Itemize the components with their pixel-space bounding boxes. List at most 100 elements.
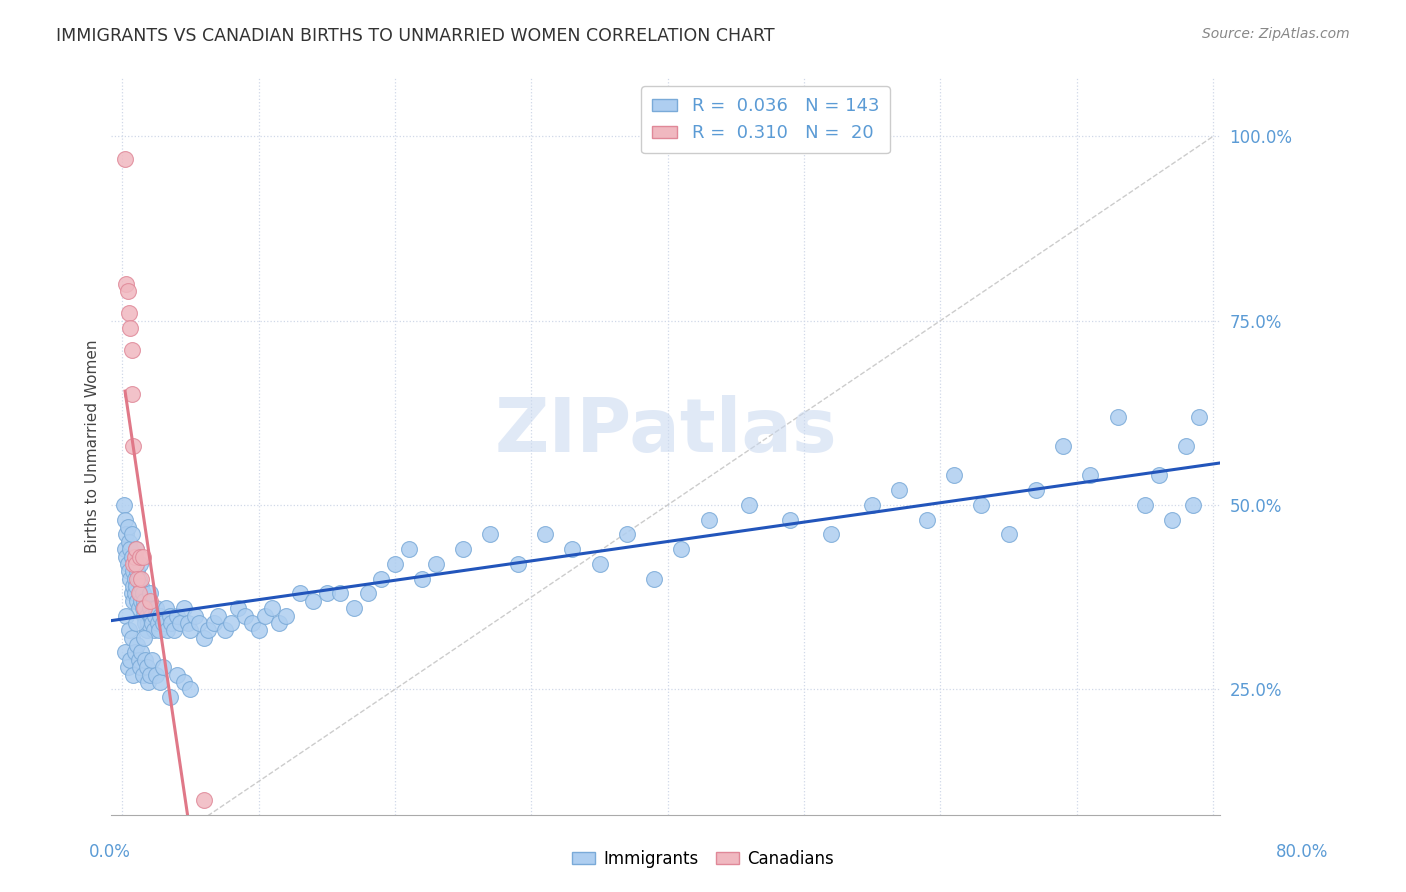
Point [112,498,135,512]
Point [398,542,420,557]
Point [121,586,143,600]
Point [240,615,263,630]
Point [124,586,146,600]
Point [1052,439,1074,453]
Point [187,615,209,630]
Point [121,387,143,401]
Point [134,631,156,645]
Point [173,601,195,615]
Point [534,527,557,541]
Point [114,645,136,659]
Point [254,608,277,623]
Point [128,586,150,600]
Point [329,586,352,600]
Point [121,343,143,358]
Point [159,690,181,704]
Point [193,631,215,645]
Point [193,793,215,807]
Point [121,527,143,541]
Point [288,586,311,600]
Point [122,564,145,578]
Point [129,549,152,564]
Point [136,615,159,630]
Point [1181,498,1204,512]
Point [128,572,150,586]
Point [118,564,141,578]
Point [138,594,160,608]
Point [779,513,801,527]
Point [173,674,195,689]
Point [125,579,148,593]
Point [1161,513,1184,527]
Point [588,557,610,571]
Point [1188,409,1211,424]
Point [970,498,993,512]
Legend: R =  0.036   N = 143, R =  0.310   N =  20: R = 0.036 N = 143, R = 0.310 N = 20 [641,87,890,153]
Point [118,534,141,549]
Point [128,601,150,615]
Point [671,542,693,557]
Point [129,557,152,571]
Point [134,594,156,608]
Point [141,653,163,667]
Point [118,306,141,320]
Point [114,542,136,557]
Point [152,660,174,674]
Point [163,624,186,638]
Point [561,542,583,557]
Point [120,321,142,335]
Point [127,572,149,586]
Point [207,608,229,623]
Point [343,601,366,615]
Point [156,624,179,638]
Point [131,594,153,608]
Point [451,542,474,557]
Point [138,586,160,600]
Point [135,608,157,623]
Point [122,557,145,571]
Point [145,667,167,681]
Point [125,615,148,630]
Point [179,682,201,697]
Point [943,468,966,483]
Text: IMMIGRANTS VS CANADIAN BIRTHS TO UNMARRIED WOMEN CORRELATION CHART: IMMIGRANTS VS CANADIAN BIRTHS TO UNMARRI… [56,27,775,45]
Point [177,615,200,630]
Point [384,557,406,571]
Text: 0.0%: 0.0% [89,843,131,861]
Point [160,615,183,630]
Point [262,601,284,615]
Point [117,557,139,571]
Point [115,527,138,541]
Point [115,608,138,623]
Point [120,653,142,667]
Point [127,594,149,608]
Point [1078,468,1101,483]
Text: 80.0%: 80.0% [1277,843,1329,861]
Point [129,586,152,600]
Point [125,542,148,557]
Point [132,549,155,564]
Point [202,615,225,630]
Point [134,601,156,615]
Point [134,608,156,623]
Point [820,527,842,541]
Point [247,624,270,638]
Point [302,594,325,608]
Point [120,572,142,586]
Point [132,667,155,681]
Point [915,513,938,527]
Point [179,624,201,638]
Point [124,549,146,564]
Point [141,615,163,630]
Point [125,557,148,571]
Point [269,615,291,630]
Point [149,608,172,623]
Point [132,601,155,615]
Point [136,674,159,689]
Point [117,284,139,298]
Point [1107,409,1129,424]
Point [135,660,157,674]
Point [152,615,174,630]
Point [139,608,162,623]
Point [226,601,249,615]
